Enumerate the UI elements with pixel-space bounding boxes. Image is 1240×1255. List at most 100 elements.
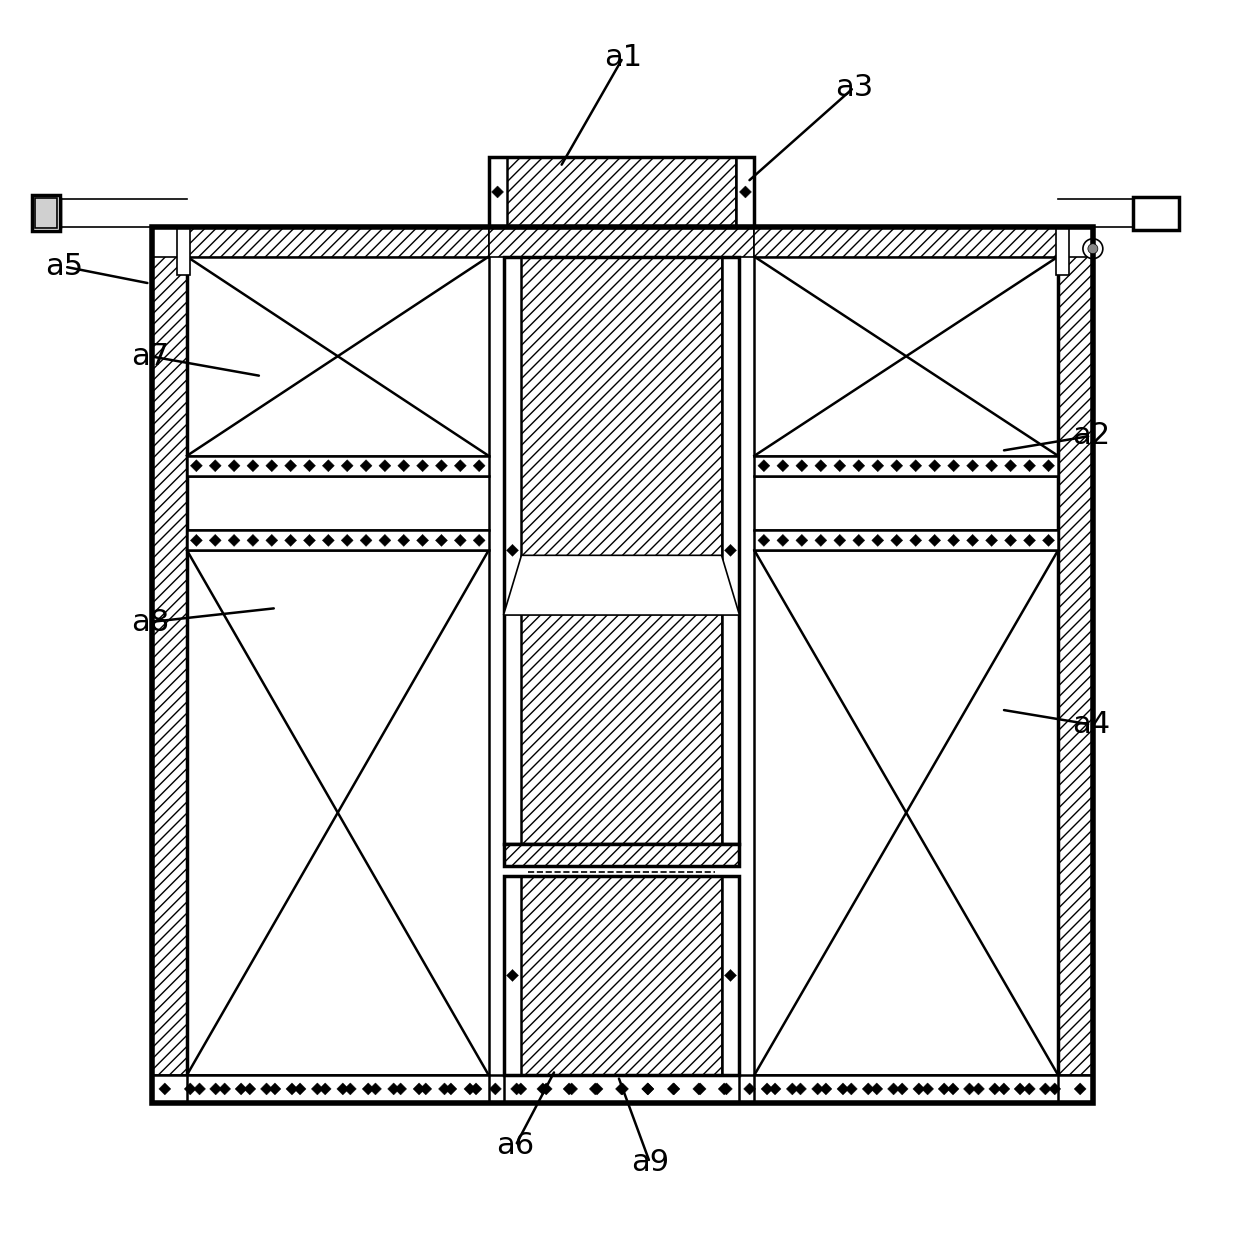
Polygon shape (319, 1083, 331, 1094)
Polygon shape (910, 459, 921, 472)
Polygon shape (370, 1083, 382, 1094)
Polygon shape (720, 1083, 733, 1094)
Polygon shape (503, 1076, 739, 1103)
Polygon shape (722, 257, 739, 845)
Polygon shape (187, 456, 489, 476)
Polygon shape (1023, 459, 1035, 472)
Text: a5: a5 (46, 252, 83, 281)
Polygon shape (615, 1083, 627, 1094)
Text: a8: a8 (131, 607, 169, 636)
Polygon shape (833, 535, 846, 546)
Polygon shape (187, 476, 489, 531)
Polygon shape (187, 257, 489, 456)
Polygon shape (1023, 535, 1035, 546)
Polygon shape (967, 459, 978, 472)
Polygon shape (1014, 1083, 1025, 1094)
Polygon shape (491, 186, 503, 198)
Polygon shape (739, 186, 751, 198)
Polygon shape (1049, 1083, 1060, 1094)
Polygon shape (616, 1083, 629, 1094)
Polygon shape (177, 227, 190, 275)
Polygon shape (972, 1083, 985, 1094)
Polygon shape (796, 535, 807, 546)
Polygon shape (761, 1083, 773, 1094)
Polygon shape (754, 551, 1058, 1076)
Polygon shape (890, 535, 903, 546)
Polygon shape (345, 1083, 356, 1094)
Polygon shape (210, 459, 221, 472)
Polygon shape (470, 1083, 482, 1094)
Polygon shape (929, 535, 941, 546)
Polygon shape (693, 1083, 704, 1094)
Polygon shape (265, 535, 278, 546)
Polygon shape (754, 1076, 1058, 1103)
Polygon shape (360, 459, 372, 472)
Polygon shape (379, 459, 391, 472)
Polygon shape (815, 459, 827, 472)
Polygon shape (986, 535, 998, 546)
Circle shape (1087, 243, 1097, 254)
Polygon shape (744, 1083, 755, 1094)
Polygon shape (812, 1083, 823, 1094)
Polygon shape (1043, 459, 1054, 472)
Polygon shape (218, 1083, 231, 1094)
Polygon shape (503, 257, 739, 845)
Polygon shape (489, 157, 506, 227)
Polygon shape (563, 1083, 575, 1094)
Polygon shape (515, 1083, 527, 1094)
Polygon shape (815, 535, 827, 546)
Polygon shape (337, 1083, 348, 1094)
Polygon shape (947, 1083, 959, 1094)
Polygon shape (1004, 459, 1017, 472)
Polygon shape (435, 459, 448, 472)
Polygon shape (913, 1083, 925, 1094)
Polygon shape (417, 459, 429, 472)
Polygon shape (210, 1083, 222, 1094)
Polygon shape (853, 535, 864, 546)
Polygon shape (668, 1083, 680, 1094)
Polygon shape (439, 1083, 450, 1094)
Polygon shape (420, 1083, 432, 1094)
Polygon shape (947, 535, 960, 546)
Polygon shape (795, 1083, 806, 1094)
Polygon shape (1058, 257, 1092, 1076)
Polygon shape (454, 459, 466, 472)
Polygon shape (503, 876, 739, 1076)
Polygon shape (506, 545, 518, 556)
Polygon shape (754, 531, 1058, 551)
Text: a2: a2 (1071, 422, 1110, 451)
Polygon shape (269, 1083, 281, 1094)
Circle shape (1083, 238, 1102, 259)
Polygon shape (758, 459, 770, 472)
Polygon shape (191, 535, 202, 546)
Polygon shape (503, 555, 739, 615)
Polygon shape (796, 459, 807, 472)
Text: a1: a1 (604, 43, 642, 72)
Polygon shape (490, 1083, 501, 1094)
Polygon shape (187, 551, 489, 1076)
Polygon shape (870, 1083, 883, 1094)
Polygon shape (862, 1083, 874, 1094)
Polygon shape (304, 459, 315, 472)
Polygon shape (541, 1083, 552, 1094)
Polygon shape (489, 157, 754, 227)
Polygon shape (786, 1083, 799, 1094)
Polygon shape (777, 535, 789, 546)
Polygon shape (565, 1083, 578, 1094)
Polygon shape (413, 1083, 425, 1094)
Polygon shape (489, 227, 754, 257)
Polygon shape (398, 459, 409, 472)
Polygon shape (286, 1083, 298, 1094)
Text: a7: a7 (131, 341, 169, 370)
Polygon shape (939, 1083, 950, 1094)
Polygon shape (947, 459, 960, 472)
Polygon shape (1004, 535, 1017, 546)
Polygon shape (777, 459, 789, 472)
Polygon shape (537, 1083, 549, 1094)
Polygon shape (853, 459, 864, 472)
Polygon shape (294, 1083, 306, 1094)
Polygon shape (210, 535, 221, 546)
Polygon shape (187, 1076, 489, 1103)
Polygon shape (503, 876, 522, 1076)
Polygon shape (754, 476, 1058, 531)
